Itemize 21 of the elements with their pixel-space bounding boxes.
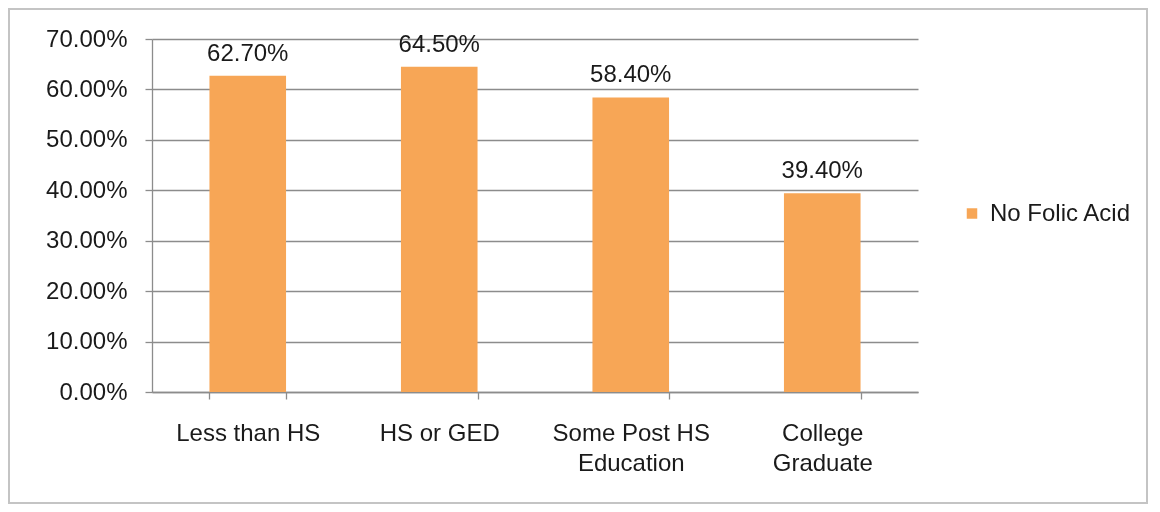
bar (209, 75, 287, 392)
bar (592, 97, 670, 392)
y-tick-label: 30.00% (46, 226, 128, 254)
data-label: 39.40% (781, 156, 863, 184)
data-label: 62.70% (207, 38, 289, 66)
y-tick-label: 70.00% (46, 24, 128, 52)
y-tick-label: 50.00% (46, 125, 128, 153)
y-tick-label: 10.00% (46, 327, 128, 355)
y-tick-label: 40.00% (46, 175, 128, 203)
x-tick-label: College Graduate (772, 418, 873, 476)
y-tick-label: 0.00% (59, 377, 128, 405)
x-tick-label: Less than HS (176, 418, 321, 446)
data-label: 64.50% (398, 29, 480, 57)
bar (783, 193, 861, 392)
x-tick-label: Some Post HS Education (552, 418, 710, 476)
bar (400, 66, 478, 392)
x-tick-label: HS or GED (379, 418, 500, 446)
data-label: 58.40% (590, 60, 672, 88)
y-tick-label: 60.00% (46, 74, 128, 102)
y-tick-label: 20.00% (46, 276, 128, 304)
legend-label: No Folic Acid (990, 198, 1131, 226)
